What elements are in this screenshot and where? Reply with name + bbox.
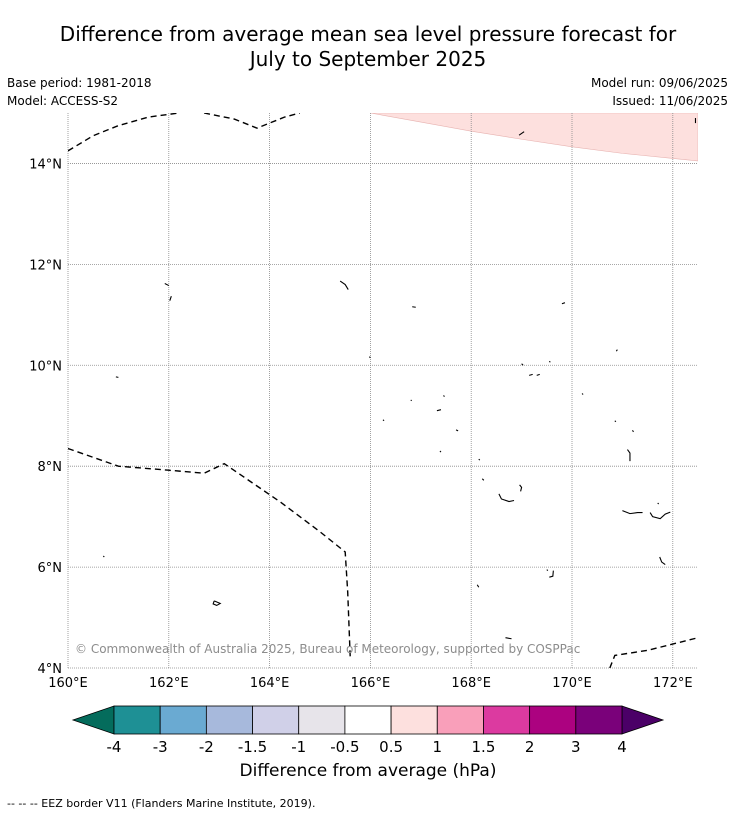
lon-tick-label: 170°E — [552, 676, 592, 691]
title-line-1: Difference from average mean sea level p… — [59, 22, 677, 46]
island-coastline — [382, 419, 385, 422]
colorbar-bin — [159, 705, 207, 735]
colorbar-bin — [113, 705, 161, 735]
colorbar-tick-label: -3 — [153, 738, 168, 756]
eez-border-line — [203, 113, 301, 129]
colorbar-bin — [483, 705, 531, 735]
island-coastline — [659, 556, 666, 566]
island-coastline — [212, 600, 222, 607]
lat-tick-label: 4°N — [38, 662, 63, 677]
colorbar-tick-label: -0.5 — [330, 738, 359, 756]
colorbar-over-arrow — [621, 705, 665, 735]
island-coastline — [548, 360, 551, 363]
island-coastline — [412, 306, 416, 308]
eez-border-line — [68, 113, 179, 152]
island-coastline — [649, 511, 671, 520]
island-coastline — [476, 584, 480, 588]
map-plot: 160°E 162°E 164°E 166°E 168°E 170°E 172°E 4°N 6°… — [29, 113, 698, 691]
island-coastline — [439, 450, 442, 453]
island-coastline — [632, 430, 634, 433]
island-coastline — [339, 280, 349, 290]
colorbar-tick-label: -1 — [291, 738, 306, 756]
colorbar-bin — [390, 705, 438, 735]
colorbar-title: Difference from average (hPa) — [239, 761, 497, 781]
colorbar-bin — [529, 705, 577, 735]
copyright-text: © Commonwealth of Australia 2025, Bureau… — [75, 642, 580, 656]
lat-tick-label: 10°N — [29, 359, 62, 374]
lat-tick-label: 12°N — [29, 258, 62, 273]
colorbar-under-arrow — [71, 705, 115, 735]
colorbar-bin — [252, 705, 300, 735]
island-coastline — [115, 376, 119, 378]
colorbar-tick-label: 0.5 — [379, 738, 403, 756]
island-coastline — [561, 302, 566, 305]
eez-legend-note: -- -- -- EEZ border V11 (Flanders Marine… — [7, 797, 316, 810]
island-coastline — [614, 420, 617, 423]
island-coastline — [521, 363, 524, 366]
lat-tick-label: 8°N — [38, 460, 63, 475]
colorbar-tick-label: -2 — [199, 738, 214, 756]
island-coastline — [549, 570, 554, 578]
eez-border-line — [68, 447, 351, 658]
shaded-region-0-5-to-1 — [370, 113, 698, 162]
model-name: Model: ACCESS-S2 — [7, 94, 119, 108]
island-coastline — [615, 349, 618, 352]
colorbar-tick-label: 4 — [617, 738, 627, 756]
chart-title: Difference from average mean sea level p… — [0, 22, 736, 72]
island-coastline — [622, 510, 643, 515]
island-coastline — [169, 295, 172, 301]
island-coastline — [626, 449, 631, 462]
colorbar-tick-label: 1 — [432, 738, 442, 756]
island-coastline — [519, 484, 523, 492]
model-run: Model run: 09/06/2025 — [590, 76, 728, 90]
island-coastline — [410, 399, 412, 402]
lon-tick-label: 168°E — [451, 676, 491, 691]
island-coastline — [529, 373, 533, 376]
colorbar-bin — [298, 705, 346, 735]
colorbar-tick-label: -4 — [107, 738, 122, 756]
base-period: Base period: 1981-2018 — [7, 76, 152, 90]
island-coastline — [581, 393, 584, 395]
island-coastline — [498, 493, 515, 503]
lon-tick-label: 162°E — [149, 676, 189, 691]
island-coastline — [478, 458, 481, 461]
lon-tick-label: 166°E — [351, 676, 391, 691]
island-coastline — [443, 395, 445, 397]
colorbar-bin — [575, 705, 623, 735]
island-coastline — [436, 409, 442, 412]
island-coastline — [536, 373, 540, 376]
island-coastline — [369, 356, 371, 359]
eez-border-line — [609, 637, 698, 668]
issued-date: Issued: 11/06/2025 — [612, 94, 728, 108]
lon-tick-label: 160°E — [48, 676, 88, 691]
lon-tick-label: 164°E — [250, 676, 290, 691]
colorbar-tick-label: 3 — [571, 738, 581, 756]
lon-tick-label: 172°E — [653, 676, 693, 691]
colorbar-bin — [205, 705, 253, 735]
lat-tick-label: 14°N — [29, 157, 62, 172]
island-coastline — [455, 429, 459, 432]
island-coastline — [546, 569, 549, 572]
colorbar-tick-label: 2 — [525, 738, 535, 756]
island-coastline — [102, 555, 105, 558]
colorbar-tick-label: -1.5 — [238, 738, 267, 756]
colorbar-bin — [344, 705, 392, 735]
island-coastline — [505, 637, 512, 640]
colorbar-bin — [436, 705, 484, 735]
island-coastline — [164, 283, 170, 287]
island-coastline — [657, 502, 660, 505]
island-coastline — [481, 478, 485, 481]
title-line-2: July to September 2025 — [249, 47, 487, 71]
island-coastline — [518, 131, 525, 136]
colorbar-tick-label: 1.5 — [472, 738, 496, 756]
lat-tick-label: 6°N — [38, 561, 63, 576]
